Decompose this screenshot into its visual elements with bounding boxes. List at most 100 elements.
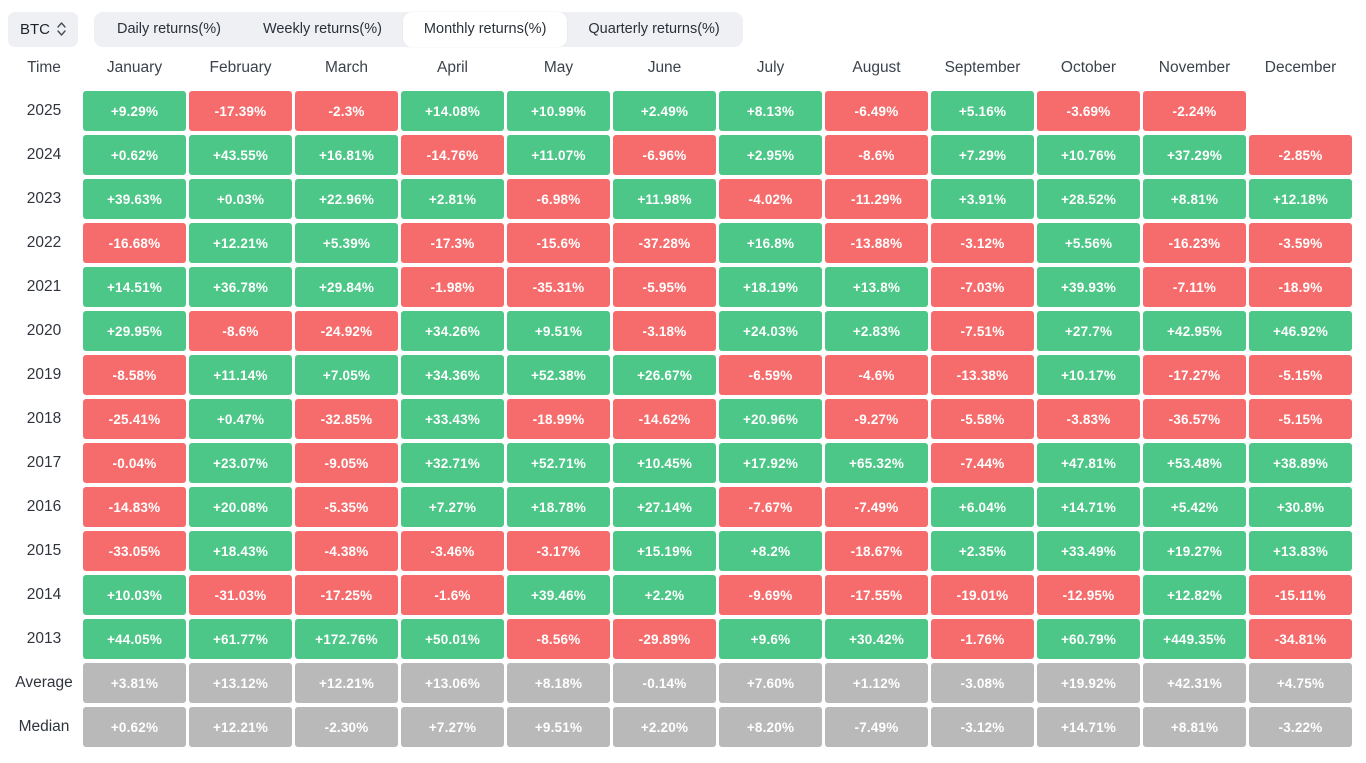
return-cell: -33.05% bbox=[83, 531, 186, 571]
return-cell: -12.95% bbox=[1037, 575, 1140, 615]
tab-quarterly-returns[interactable]: Quarterly returns(%) bbox=[588, 21, 720, 37]
table-row-2025: 2025 +9.29% -17.39% -2.3% +14.08% +10.99% +2.4… bbox=[8, 91, 1352, 131]
tab-daily-returns[interactable]: Daily returns(%) bbox=[117, 21, 221, 37]
return-cell: +22.96% bbox=[295, 179, 398, 219]
tab-weekly-returns[interactable]: Weekly returns(%) bbox=[262, 21, 382, 37]
return-cell: +39.93% bbox=[1037, 267, 1140, 307]
return-cell: -2.24% bbox=[1143, 91, 1246, 131]
return-cell: -6.96% bbox=[613, 135, 716, 175]
return-cell: +42.31% bbox=[1143, 663, 1246, 703]
month-header-april: April bbox=[436, 59, 468, 76]
return-cell: +34.36% bbox=[401, 355, 504, 395]
return-cell: -3.59% bbox=[1249, 223, 1352, 263]
return-cell: +36.78% bbox=[189, 267, 292, 307]
table-row-2015: 2015 -33.05% +18.43% -4.38% -3.46% -3.17% +15.… bbox=[8, 531, 1352, 571]
return-cell: +61.77% bbox=[189, 619, 292, 659]
table-row-2017: 2017 -0.04% +23.07% -9.05% +32.71% +52.71% +10… bbox=[8, 443, 1352, 483]
return-cell: +14.08% bbox=[401, 91, 504, 131]
return-cell: -6.49% bbox=[825, 91, 928, 131]
tab-monthly-returns[interactable]: Monthly returns(%) bbox=[402, 11, 568, 47]
return-cell: +2.81% bbox=[401, 179, 504, 219]
row-label: 2016 bbox=[26, 498, 62, 515]
return-cell: +14.51% bbox=[83, 267, 186, 307]
return-cell: -31.03% bbox=[189, 575, 292, 615]
return-cell: -8.56% bbox=[507, 619, 610, 659]
row-label: 2022 bbox=[26, 234, 62, 251]
return-cell: +29.84% bbox=[295, 267, 398, 307]
return-cell: -4.6% bbox=[825, 355, 928, 395]
return-cell: -1.6% bbox=[401, 575, 504, 615]
return-cell: -11.29% bbox=[825, 179, 928, 219]
return-cell: +30.42% bbox=[825, 619, 928, 659]
return-cell: -1.76% bbox=[931, 619, 1034, 659]
return-cell: -2.85% bbox=[1249, 135, 1352, 175]
return-cell: -6.59% bbox=[719, 355, 822, 395]
return-cell: +18.19% bbox=[719, 267, 822, 307]
return-cell: -17.25% bbox=[295, 575, 398, 615]
time-column-header: Time bbox=[27, 59, 61, 76]
return-cell: -3.18% bbox=[613, 311, 716, 351]
row-label: Median bbox=[18, 718, 70, 735]
return-cell: -7.44% bbox=[931, 443, 1034, 483]
month-header-may: May bbox=[543, 59, 574, 76]
return-cell: -9.27% bbox=[825, 399, 928, 439]
return-cell: -7.11% bbox=[1143, 267, 1246, 307]
toolbar: BTC Daily returns(%) Weekly returns(%) Mon… bbox=[0, 0, 1366, 47]
return-cell: +7.27% bbox=[401, 707, 504, 747]
return-cell: -8.58% bbox=[83, 355, 186, 395]
return-cell: -16.23% bbox=[1143, 223, 1246, 263]
return-cell: +44.05% bbox=[83, 619, 186, 659]
return-cell: +18.78% bbox=[507, 487, 610, 527]
return-cell: +2.83% bbox=[825, 311, 928, 351]
return-cell: +65.32% bbox=[825, 443, 928, 483]
table-row-2016: 2016 -14.83% +20.08% -5.35% +7.27% +18.78% +27… bbox=[8, 487, 1352, 527]
return-cell: +8.20% bbox=[719, 707, 822, 747]
month-header-december: December bbox=[1264, 59, 1337, 76]
return-cell: -14.76% bbox=[401, 135, 504, 175]
return-cell: +18.43% bbox=[189, 531, 292, 571]
return-cell: -18.67% bbox=[825, 531, 928, 571]
table-row-2014: 2014 +10.03% -31.03% -17.25% -1.6% +39.46% +2.… bbox=[8, 575, 1352, 615]
return-cell: -18.9% bbox=[1249, 267, 1352, 307]
return-cell: +33.43% bbox=[401, 399, 504, 439]
return-cell: +19.27% bbox=[1143, 531, 1246, 571]
month-header-september: September bbox=[944, 59, 1021, 76]
table-row-2023: 2023 +39.63% +0.03% +22.96% +2.81% -6.98% +11.… bbox=[8, 179, 1352, 219]
return-cell: -6.98% bbox=[507, 179, 610, 219]
row-label: 2013 bbox=[26, 630, 62, 647]
return-cell: +15.19% bbox=[613, 531, 716, 571]
row-label: 2017 bbox=[26, 454, 62, 471]
return-cell: +12.21% bbox=[295, 663, 398, 703]
return-cell: +60.79% bbox=[1037, 619, 1140, 659]
return-cell: +1.12% bbox=[825, 663, 928, 703]
return-cell: +8.2% bbox=[719, 531, 822, 571]
return-cell: +13.06% bbox=[401, 663, 504, 703]
return-cell: +3.91% bbox=[931, 179, 1034, 219]
return-cell: -7.03% bbox=[931, 267, 1034, 307]
return-cell: +38.89% bbox=[1249, 443, 1352, 483]
return-cell: +0.62% bbox=[83, 135, 186, 175]
return-cell: +7.27% bbox=[401, 487, 504, 527]
return-cell: -17.55% bbox=[825, 575, 928, 615]
return-cell: +39.46% bbox=[507, 575, 610, 615]
asset-selector[interactable]: BTC bbox=[8, 11, 78, 47]
return-cell: -9.05% bbox=[295, 443, 398, 483]
month-header-november: November bbox=[1158, 59, 1231, 76]
return-cell: +0.62% bbox=[83, 707, 186, 747]
return-cell: -13.38% bbox=[931, 355, 1034, 395]
return-cell: +24.03% bbox=[719, 311, 822, 351]
return-cell: +10.99% bbox=[507, 91, 610, 131]
row-label: 2015 bbox=[26, 542, 62, 559]
table-row-2013: 2013 +44.05% +61.77% +172.76% +50.01% -8.56% -… bbox=[8, 619, 1352, 659]
return-cell: -19.01% bbox=[931, 575, 1034, 615]
return-cell: +10.17% bbox=[1037, 355, 1140, 395]
return-cell: -5.58% bbox=[931, 399, 1034, 439]
return-cell: -8.6% bbox=[825, 135, 928, 175]
returns-table: Time January February March April May June July… bbox=[0, 47, 1366, 747]
return-cell: +42.95% bbox=[1143, 311, 1246, 351]
return-cell: -4.02% bbox=[719, 179, 822, 219]
return-cell: -3.46% bbox=[401, 531, 504, 571]
table-row-median: Median +0.62% +12.21% -2.30% +7.27% +9.51% +2.… bbox=[8, 707, 1352, 747]
return-cell: -35.31% bbox=[507, 267, 610, 307]
return-cell: +8.13% bbox=[719, 91, 822, 131]
